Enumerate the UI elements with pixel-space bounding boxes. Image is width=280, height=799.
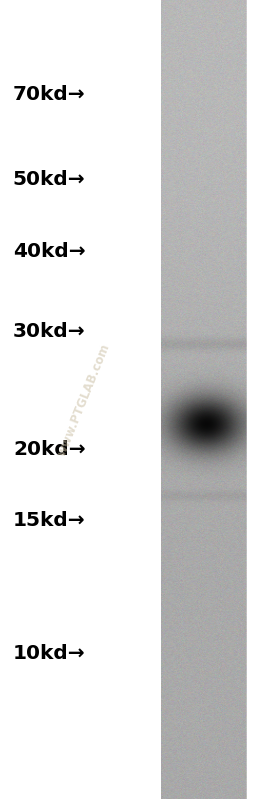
Text: 50kd→: 50kd→ xyxy=(13,170,85,189)
Text: www.PTGLAB.com: www.PTGLAB.com xyxy=(55,341,112,458)
Text: 15kd→: 15kd→ xyxy=(13,511,85,531)
Text: 40kd→: 40kd→ xyxy=(13,242,85,261)
Text: 20kd→: 20kd→ xyxy=(13,439,85,459)
Text: 70kd→: 70kd→ xyxy=(13,85,85,104)
Text: 30kd→: 30kd→ xyxy=(13,322,85,341)
Text: 10kd→: 10kd→ xyxy=(13,644,85,663)
